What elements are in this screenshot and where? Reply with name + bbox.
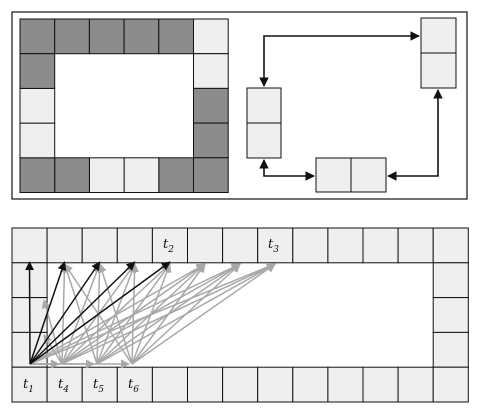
bottom-horizontal-block xyxy=(315,157,387,193)
ring-cell-dark xyxy=(19,18,56,55)
track-cell xyxy=(11,227,48,264)
transition-arrows xyxy=(25,261,277,369)
ring-cell-light xyxy=(193,53,229,89)
ring-cell-dark xyxy=(193,87,229,124)
track-cell xyxy=(81,227,118,264)
top-panel-frame xyxy=(11,11,468,200)
gray-arrow xyxy=(97,263,133,365)
label-t1: t1 xyxy=(23,377,34,395)
track-cell xyxy=(46,227,83,264)
track-cell xyxy=(362,227,399,264)
track-cell xyxy=(11,366,48,403)
ring-cell-dark xyxy=(54,18,90,55)
track-cell xyxy=(292,366,329,403)
track-cell xyxy=(397,227,434,264)
track-cell xyxy=(257,227,294,264)
track-cell xyxy=(327,366,364,403)
ring-cell-light xyxy=(123,157,160,194)
gray-arrow xyxy=(29,263,241,365)
track-cell xyxy=(292,227,329,264)
track-cell xyxy=(222,366,259,403)
ring-cell-light xyxy=(19,122,56,159)
ring-cell-dark xyxy=(193,157,229,194)
left-vertical-block xyxy=(246,87,282,159)
ring-cell-dark xyxy=(19,157,56,194)
black-arrow xyxy=(29,261,136,365)
ring-cell-dark xyxy=(54,157,90,194)
time-labels: t1 t4 t5 t6 t2 t3 xyxy=(23,237,279,395)
track-cell xyxy=(46,366,83,403)
gray-arrow xyxy=(29,262,276,365)
label-t3: t3 xyxy=(268,237,279,255)
ring-cell-dark xyxy=(123,18,160,55)
gray-arrow xyxy=(131,263,276,365)
track-cell xyxy=(432,227,469,264)
label-t5: t5 xyxy=(93,377,104,395)
label-t2: t2 xyxy=(163,237,174,255)
right-vertical-block xyxy=(420,17,457,89)
arrow-left-to-right-top xyxy=(259,31,420,87)
arrow-bottom-to-right xyxy=(387,89,443,181)
track-cell xyxy=(257,366,294,403)
gray-arrow xyxy=(131,263,241,365)
ring-cell-dark xyxy=(19,53,56,89)
ring-cell-light xyxy=(19,87,56,124)
track-cell xyxy=(81,366,118,403)
track-cell xyxy=(222,227,259,264)
black-arrow xyxy=(29,261,171,365)
ring-cell-dark xyxy=(193,122,229,159)
label-t6: t6 xyxy=(128,377,139,395)
ring-cell-dark xyxy=(158,18,195,55)
track-cell xyxy=(327,227,364,264)
ring-cell-dark xyxy=(88,18,125,55)
ring-of-cells xyxy=(19,18,229,194)
track-cell xyxy=(151,366,188,403)
track-cell xyxy=(116,366,153,403)
block-chain xyxy=(246,17,457,193)
black-arrow xyxy=(29,261,67,365)
ring-cell-light xyxy=(88,157,125,194)
track-cell xyxy=(432,331,469,368)
track-cell xyxy=(187,227,224,264)
track-cell xyxy=(432,366,469,403)
ring-cell-light xyxy=(193,18,229,55)
track-cell xyxy=(151,227,188,264)
black-arrow xyxy=(29,261,101,365)
ring-cell-dark xyxy=(158,157,195,194)
gray-arrow xyxy=(41,299,63,365)
label-t4: t4 xyxy=(58,377,69,395)
track-cell xyxy=(187,366,224,403)
track-cell xyxy=(116,227,153,264)
arrow-left-to-bottom xyxy=(259,159,315,181)
track-cell xyxy=(397,366,434,403)
gray-arrow xyxy=(29,263,206,365)
gray-arrow xyxy=(131,263,206,365)
track-cell xyxy=(432,262,469,299)
track-cell xyxy=(362,366,399,403)
black-arrow xyxy=(25,261,35,365)
track-cell xyxy=(432,297,469,333)
